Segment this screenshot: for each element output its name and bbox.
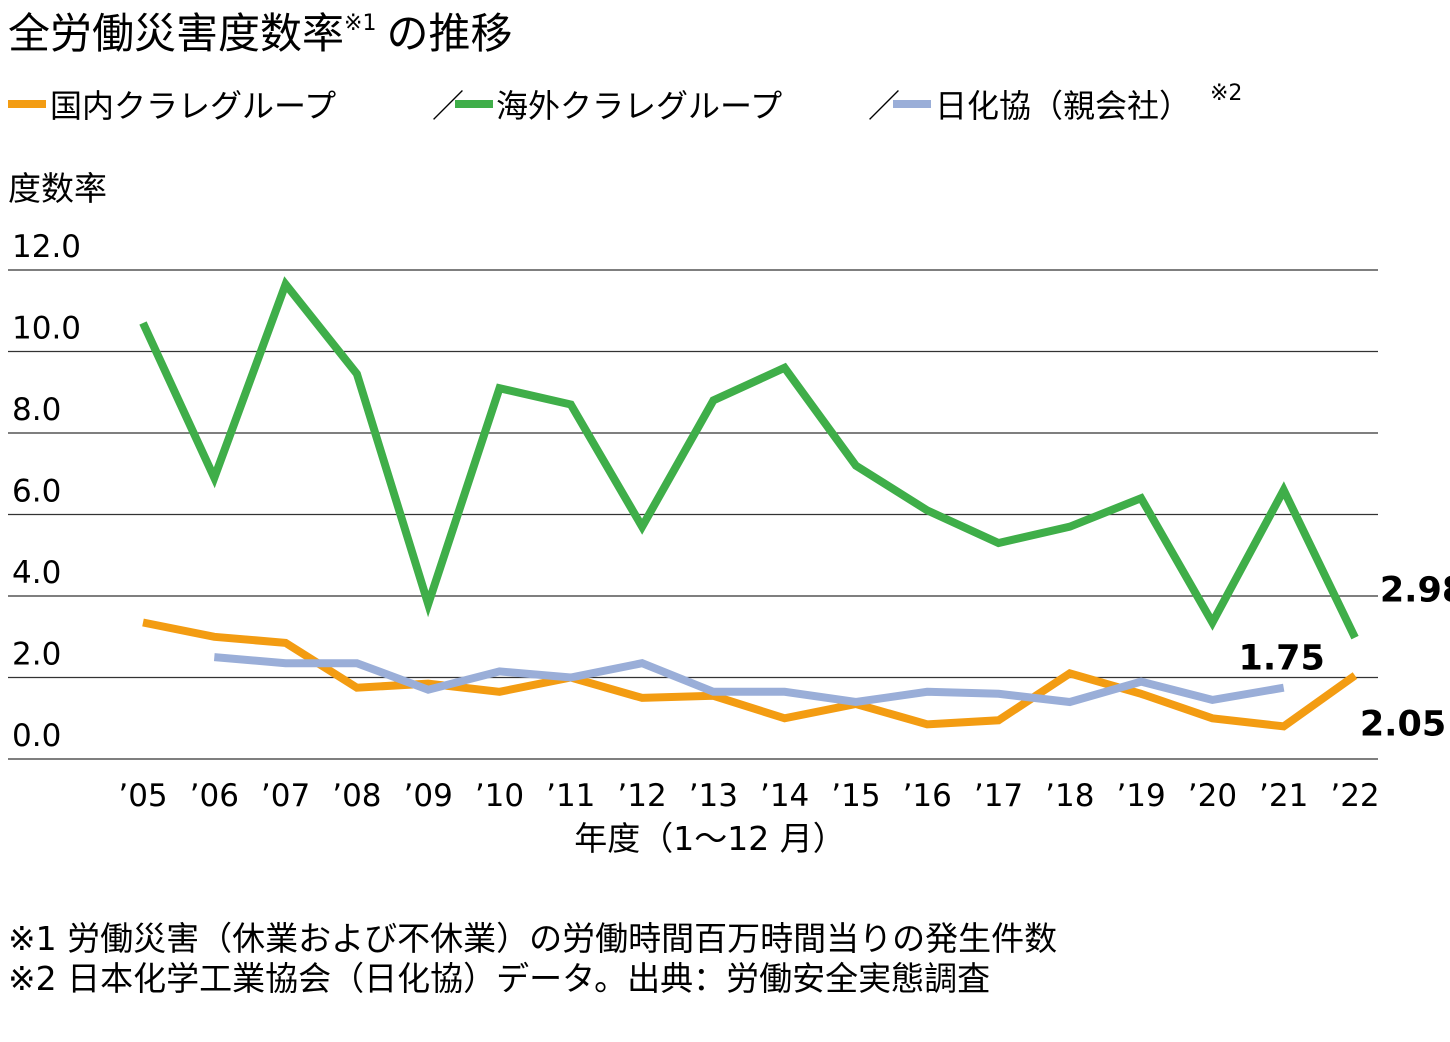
x-tick-label: ’05 (118, 778, 167, 814)
data-label: 2.05 (1360, 704, 1446, 744)
y-tick-label: 8.0 (12, 392, 61, 428)
x-tick-label: ’11 (546, 778, 595, 814)
y-tick-labels: 0.0 2.0 4.0 6.0 8.0 10.0 12.0 (12, 229, 81, 754)
x-tick-label: ’18 (1045, 778, 1094, 814)
x-axis-label: 年度（1〜12 月） (574, 819, 845, 858)
series-line-2 (213, 653, 1285, 707)
series-lines (139, 276, 1359, 731)
y-tick-label: 12.0 (12, 229, 81, 265)
x-tick-label: ’16 (903, 778, 952, 814)
y-tick-label: 10.0 (12, 311, 81, 347)
x-tick-label: ’09 (404, 778, 453, 814)
chart-title: 全労働災害度数率※1 の推移 (8, 9, 512, 58)
data-label: 1.75 (1239, 639, 1325, 679)
x-tick-labels: ’05 ’06 ’07 ’08 ’09 ’10 ’11 ’12 ’13 ’14 ’15 ’16 ’17 ’… (118, 778, 1379, 814)
y-tick-label: 6.0 (12, 474, 61, 510)
footnote-2: ※2 日本化学工業協会（日化協）データ。出典：労働安全実態調査 (8, 959, 990, 998)
legend-swatch-domestic (8, 100, 46, 108)
legend-label-jcia: 日化協（親会社） (935, 87, 1191, 125)
x-tick-label: ’14 (760, 778, 809, 814)
x-tick-label: ’22 (1330, 778, 1379, 814)
x-tick-label: ’10 (475, 778, 524, 814)
y-tick-label: 2.0 (12, 637, 61, 673)
x-tick-label: ’06 (190, 778, 239, 814)
series-line-1 (139, 276, 1359, 640)
x-tick-label: ’08 (332, 778, 381, 814)
x-tick-label: ’07 (261, 778, 310, 814)
legend-label-overseas: 海外クラレグループ (496, 87, 782, 125)
legend: 国内クラレグループ ／ 海外クラレグループ ／ 日化協（親会社） ※2 (8, 81, 1242, 125)
x-tick-label: ’17 (974, 778, 1023, 814)
series-line-0 (142, 618, 1358, 731)
footnote-1: ※1 労働災害（休業および不休業）の労働時間百万時間当りの発生件数 (8, 919, 1057, 958)
legend-swatch-jcia (893, 100, 931, 108)
legend-label-domestic: 国内クラレグループ (50, 87, 336, 125)
x-tick-label: ’13 (689, 778, 738, 814)
x-tick-label: ’20 (1188, 778, 1237, 814)
x-tick-label: ’19 (1116, 778, 1165, 814)
legend-swatch-overseas (455, 100, 493, 108)
y-tick-label: 0.0 (12, 718, 61, 754)
data-labels: 2.98 1.75 2.05 (1239, 571, 1450, 745)
y-axis-label: 度数率 (8, 169, 107, 208)
x-tick-label: ’12 (617, 778, 666, 814)
x-tick-label: ’21 (1259, 778, 1308, 814)
legend-note: ※2 (1210, 81, 1242, 106)
x-tick-label: ’15 (831, 778, 880, 814)
data-label: 2.98 (1380, 571, 1450, 611)
y-tick-label: 4.0 (12, 555, 61, 591)
